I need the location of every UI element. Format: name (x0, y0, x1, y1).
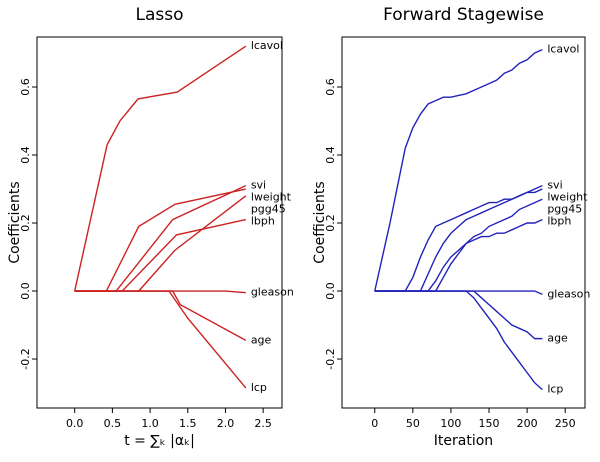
y-tick-label: 0.2 (324, 214, 337, 232)
chart-title: Forward Stagewise (383, 5, 544, 25)
x-tick-label: 150 (479, 417, 500, 430)
series-label: age (547, 332, 568, 345)
series-line (74, 290, 247, 389)
x-tick-label: 2.0 (217, 417, 235, 430)
series-label: lcp (251, 381, 267, 394)
series-line (374, 184, 543, 292)
series-line (374, 290, 543, 391)
series-label: gleason (547, 287, 590, 300)
y-tick-label: 0.4 (324, 146, 337, 164)
y-tick-label: 0.6 (19, 78, 32, 96)
series-label: age (251, 333, 272, 346)
x-tick-label: 2.5 (254, 417, 272, 430)
x-tick-label: 100 (440, 417, 461, 430)
series-label: gleason (251, 286, 294, 299)
series-line (74, 45, 247, 292)
series-label: lcp (547, 383, 563, 396)
series-label: lbph (547, 215, 571, 228)
x-tick-label: 200 (517, 417, 538, 430)
y-axis-label: Coefficients (7, 181, 23, 263)
series-label: pgg45 (251, 203, 286, 216)
series-line (374, 198, 543, 292)
series-label: lbph (251, 215, 275, 228)
y-tick-label: 0.0 (324, 282, 337, 300)
series-label: lcavol (547, 43, 579, 56)
y-tick-label: 0.2 (19, 214, 32, 232)
series-label: pgg45 (547, 203, 582, 216)
series-line (74, 184, 247, 292)
series-label: lcavol (251, 39, 283, 52)
series-label: lweight (251, 191, 292, 204)
x-tick-label: 1.5 (179, 417, 197, 430)
series-line (374, 48, 543, 292)
x-tick-label: 0 (371, 417, 378, 430)
series-line (374, 290, 543, 340)
x-tick-label: 1.0 (141, 417, 159, 430)
series-line (74, 195, 247, 292)
x-axis-label: t = ∑ₖ |αₖ| (124, 433, 195, 449)
series-line (374, 218, 543, 292)
x-tick-label: 50 (406, 417, 420, 430)
series-line (74, 188, 246, 292)
x-tick-label: 0.0 (66, 417, 84, 430)
y-tick-label: 0.4 (19, 146, 32, 164)
series-line (74, 218, 246, 292)
y-tick-label: 0.0 (19, 282, 32, 300)
x-tick-label: 250 (555, 417, 576, 430)
x-tick-label: 0.5 (104, 417, 122, 430)
plot-frame (341, 36, 586, 409)
series-label: svi (547, 179, 562, 192)
chart-title: Lasso (135, 5, 183, 25)
plot-frame (36, 36, 283, 409)
y-tick-label: 0.6 (324, 78, 337, 96)
series-label: lweight (547, 191, 588, 204)
x-axis-label: Iteration (434, 433, 493, 449)
series-line (74, 290, 247, 341)
series-label: svi (251, 179, 266, 192)
y-tick-label: -0.2 (324, 348, 337, 369)
series-line (374, 188, 543, 292)
y-tick-label: -0.2 (19, 348, 32, 369)
y-axis-label: Coefficients (312, 181, 328, 263)
